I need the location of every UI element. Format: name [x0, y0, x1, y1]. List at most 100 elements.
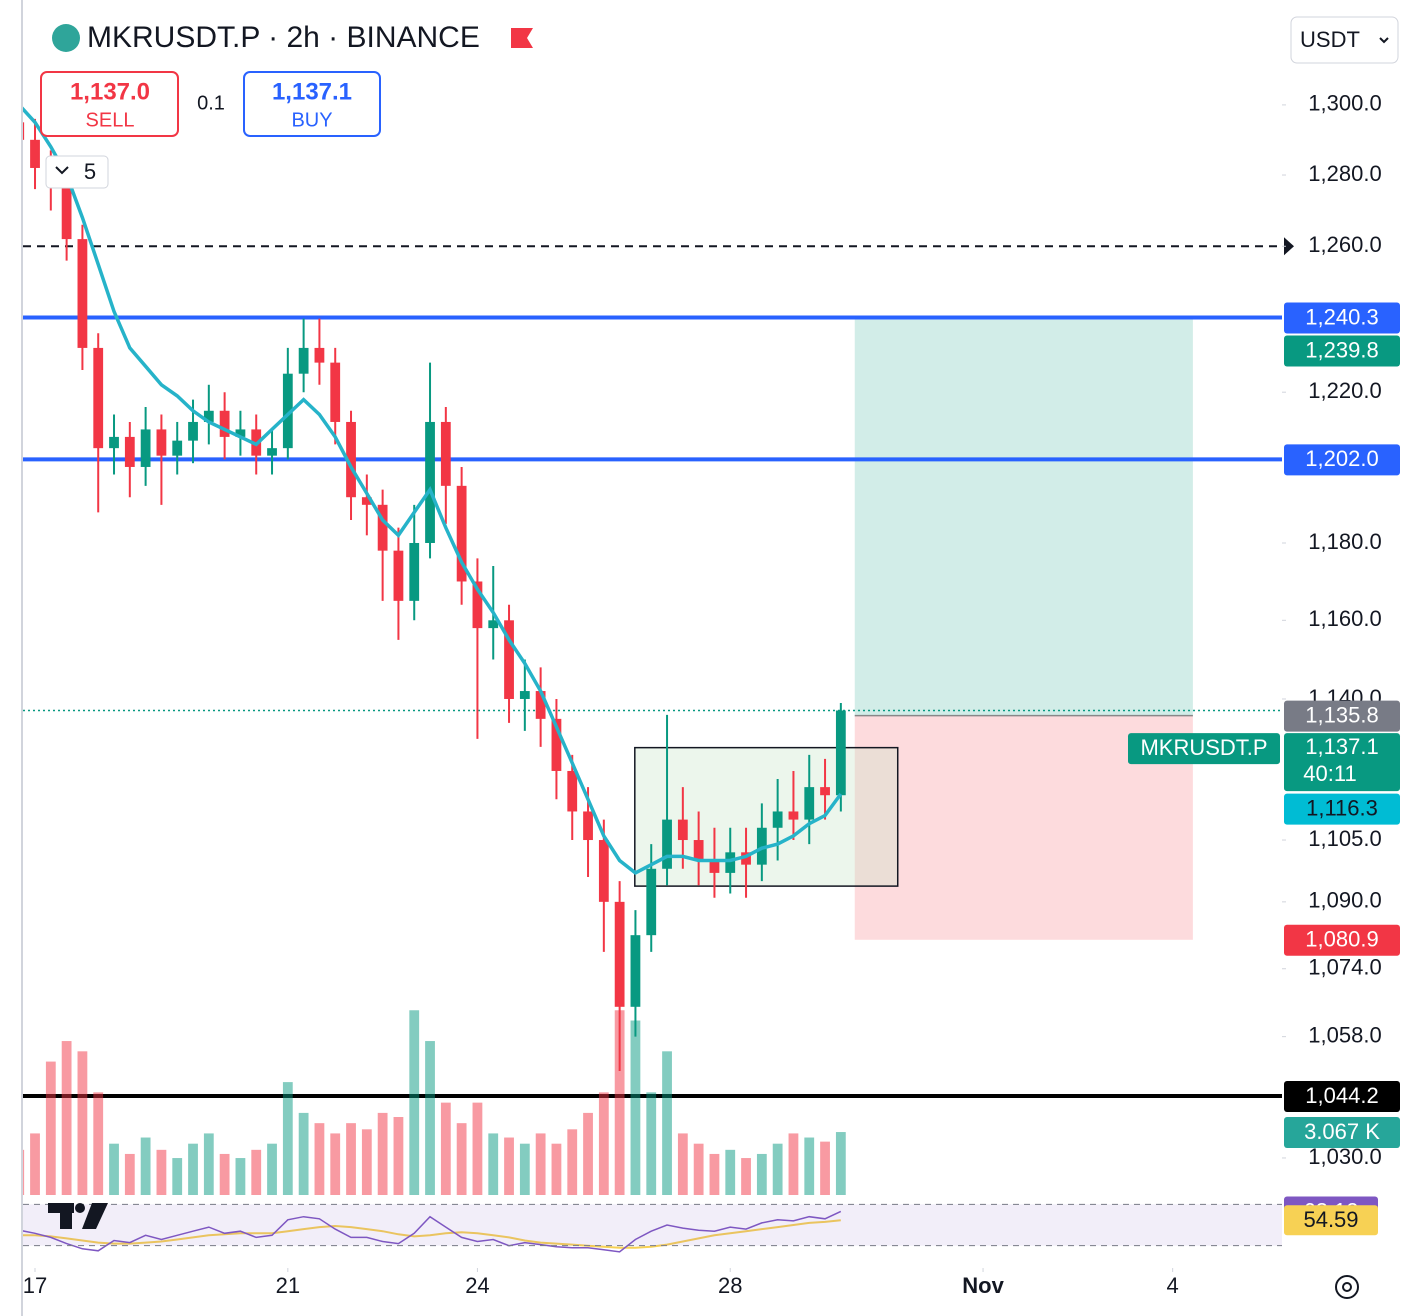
last-price-tag: [1284, 733, 1400, 792]
volume-bar: [61, 1041, 72, 1195]
entry-label: [1284, 700, 1400, 732]
y-tick-label: 1,220.0: [1308, 378, 1381, 403]
volume-bar: [440, 1102, 451, 1195]
volume-bar: [361, 1129, 372, 1195]
candle-body: [377, 504, 388, 551]
sell-button[interactable]: [40, 71, 179, 137]
y-tick-label: 1,180.0: [1308, 529, 1381, 554]
volume-bar: [504, 1137, 514, 1195]
y-tick-label: 1,300.0: [1308, 91, 1381, 116]
stop-label-text: 1,080.9: [1305, 927, 1378, 952]
volume-label: [1284, 1117, 1400, 1149]
settings-icon[interactable]: [1335, 1275, 1359, 1299]
line-label-text: 1,240.3: [1305, 304, 1378, 329]
candle-body: [282, 373, 293, 449]
volume-bar: [583, 1112, 593, 1195]
volume-bar: [741, 1158, 751, 1195]
symbol-tag: [1128, 733, 1280, 765]
volume-bar: [77, 1051, 88, 1195]
volume-bar: [662, 1051, 672, 1195]
candle-body: [219, 410, 230, 437]
candle-body: [820, 787, 830, 796]
profit-zone: [854, 319, 1193, 716]
volume-bar: [124, 1153, 135, 1195]
volume-bar: [709, 1153, 720, 1195]
volume-bar: [393, 1117, 404, 1195]
candle-body: [425, 421, 435, 543]
line-label: [1284, 444, 1400, 476]
candle-body: [203, 410, 214, 422]
candle-body: [488, 620, 499, 629]
candle-body: [140, 429, 151, 467]
line-label-text: 1,202.0: [1305, 446, 1378, 471]
candle-body: [614, 901, 625, 1007]
candle-body: [788, 811, 799, 820]
volume-bar: [235, 1158, 246, 1195]
dropdown-icon: [1379, 37, 1389, 44]
indicators-toggle[interactable]: [45, 155, 109, 189]
sell-label: SELL: [86, 109, 135, 131]
volume-bar: [188, 1143, 198, 1195]
y-tick-label: 1,260.0: [1308, 232, 1381, 257]
volume-bar: [630, 1020, 641, 1195]
volume-bar: [756, 1153, 767, 1195]
x-tick-label: 21: [276, 1273, 300, 1298]
candle-body: [756, 827, 767, 865]
candle-body: [267, 448, 277, 456]
volume-bar: [314, 1123, 325, 1195]
rsi-label: [1284, 1205, 1378, 1236]
candle-body: [156, 429, 167, 456]
candle-body: [598, 840, 609, 902]
volume-bar: [346, 1123, 356, 1195]
x-tick-label: 17: [23, 1273, 47, 1298]
volume-bar: [203, 1133, 214, 1195]
candle-body: [693, 840, 704, 861]
spread: 0.1: [197, 92, 225, 114]
volume-bar: [472, 1102, 483, 1195]
alert-marker: [1284, 237, 1294, 256]
range-box: [634, 746, 899, 887]
volume-bar: [598, 1092, 609, 1195]
volume-bar: [409, 1010, 420, 1195]
volume-bar: [45, 1061, 56, 1195]
candle-body: [504, 620, 514, 699]
candle-body: [77, 239, 88, 348]
volume-bar: [693, 1143, 704, 1195]
volume-bar: [93, 1092, 104, 1195]
candle-body: [346, 421, 356, 498]
flag-icon: [511, 28, 533, 48]
y-tick-label: 1,105.0: [1308, 826, 1381, 851]
volume-bar: [835, 1132, 846, 1195]
currency-dropdown[interactable]: [1290, 16, 1399, 64]
logo-part: [75, 1203, 85, 1213]
candle-body: [124, 436, 135, 467]
volume-bar: [377, 1112, 388, 1195]
volume-bar: [425, 1041, 435, 1195]
buy-price: 1,137.1: [272, 78, 352, 105]
volume-bar: [282, 1082, 293, 1195]
candle-body: [662, 819, 672, 869]
volume-bar: [567, 1129, 578, 1195]
candle-body: [567, 770, 578, 812]
volume-bar: [788, 1133, 799, 1195]
candle-body: [188, 421, 198, 441]
moving-average: [23, 106, 843, 875]
line-label-text: 1,044.2: [1305, 1083, 1378, 1108]
candle-body: [709, 860, 720, 873]
candle-body: [535, 691, 546, 719]
volume-bar: [267, 1143, 277, 1195]
candle-body: [677, 819, 688, 841]
candle-body: [551, 718, 562, 771]
y-tick-label: 1,058.0: [1308, 1022, 1381, 1047]
rsi-band: [23, 1204, 1282, 1246]
candle-body: [93, 347, 104, 449]
volume-bar: [820, 1141, 830, 1195]
rsi-label-text: 54.59: [1303, 1207, 1358, 1232]
buy-button[interactable]: [243, 71, 381, 137]
candle-body: [630, 935, 641, 1007]
candle-body: [835, 710, 846, 796]
currency: USDT: [1300, 27, 1360, 52]
volume-bar: [725, 1149, 736, 1195]
line-label: [1284, 302, 1400, 334]
volume-bar: [488, 1133, 499, 1195]
